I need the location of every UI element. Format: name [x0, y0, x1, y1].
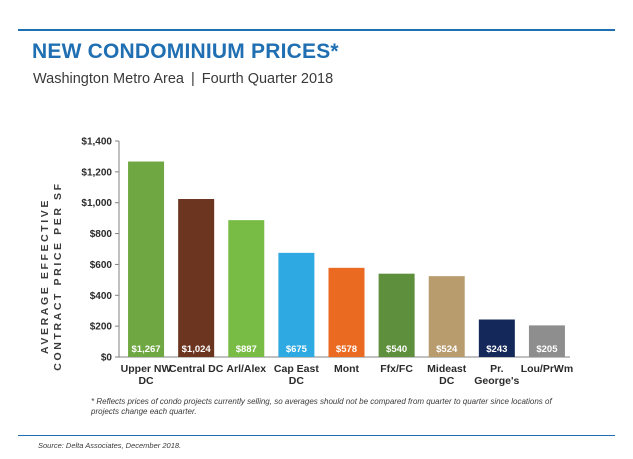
x-category-label: Mideast: [427, 363, 467, 375]
bar-data-label: $1,024: [182, 344, 212, 355]
bar: [428, 276, 465, 357]
bar: [128, 161, 165, 357]
x-category-label: George's: [474, 375, 519, 387]
bar: [378, 273, 415, 357]
x-category-label: Ffx/FC: [380, 363, 413, 375]
page-title: NEW CONDOMINIUM PRICES*: [32, 40, 339, 63]
x-category-label: DC: [289, 375, 305, 387]
bar-data-label: $887: [236, 344, 257, 355]
x-category-label: DC: [439, 375, 455, 387]
x-category-label: Pr.: [490, 363, 504, 375]
subtitle-separator: |: [190, 71, 195, 87]
y-tick-label: $200: [90, 322, 113, 333]
bar: [178, 199, 215, 357]
subtitle-region: Washington Metro Area: [33, 71, 184, 87]
bar-data-label: $578: [336, 344, 357, 355]
bar-data-label: $243: [486, 344, 507, 355]
source-note: Source: Delta Associates, December 2018.: [38, 441, 182, 450]
y-tick-label: $1,400: [81, 137, 112, 148]
x-category-label: DC: [138, 375, 154, 387]
x-category-label: Mont: [334, 363, 360, 375]
x-category-label: Upper NW: [121, 363, 172, 375]
y-tick-label: $800: [90, 229, 113, 240]
bar-data-label: $675: [286, 344, 308, 355]
bar-data-label: $1,267: [132, 344, 161, 355]
y-tick-label: $1,000: [81, 198, 112, 209]
footer-rule: [18, 435, 615, 436]
y-tick-label: $1,200: [81, 167, 112, 178]
y-tick-label: $0: [101, 353, 113, 364]
bar-data-label: $540: [386, 344, 407, 355]
bar: [328, 267, 365, 357]
y-tick-label: $400: [90, 291, 113, 302]
subtitle-period: Fourth Quarter 2018: [201, 71, 334, 87]
bar: [278, 252, 315, 357]
bar-data-label: $205: [536, 344, 558, 355]
bar-data-label: $524: [436, 344, 458, 355]
x-category-label: Central DC: [169, 363, 224, 375]
x-category-label: Cap East: [274, 363, 319, 375]
page-subtitle: Washington Metro Area | Fourth Quarter 201…: [33, 71, 333, 87]
footnote: * Reflects prices of condo projects curr…: [91, 397, 552, 416]
x-category-label: Lou/PrWm: [521, 363, 574, 375]
bar: [528, 325, 565, 357]
header-top-rule: [18, 29, 615, 31]
bar: [478, 319, 515, 357]
bar: [228, 220, 265, 357]
y-tick-label: $600: [90, 260, 113, 271]
x-category-label: Arl/Alex: [226, 363, 266, 375]
